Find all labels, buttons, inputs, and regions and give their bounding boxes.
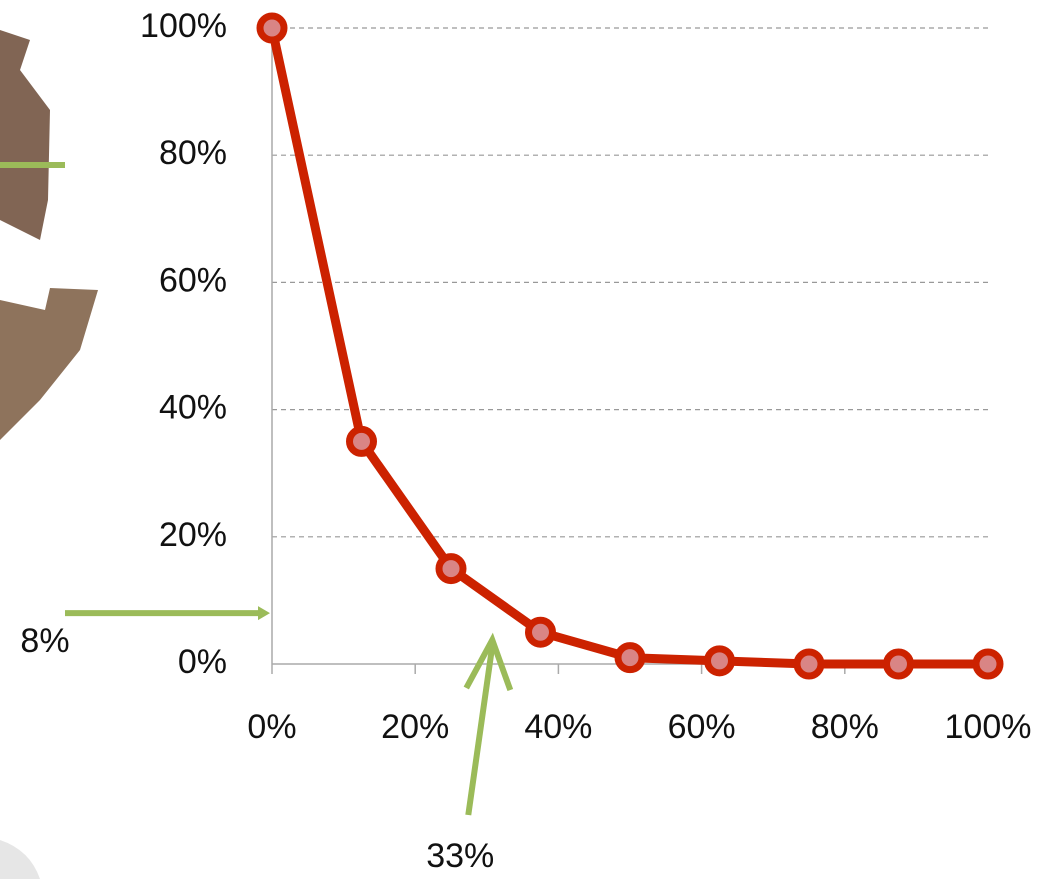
annotation-arrowhead (258, 606, 270, 621)
data-point (346, 425, 377, 457)
data-point (704, 645, 735, 677)
annotation-label: 8% (20, 622, 69, 660)
y-tick-label: 80% (159, 134, 227, 172)
x-tick-label: 20% (381, 708, 449, 746)
annotation-arrowhead (463, 632, 514, 692)
y-tick-label: 20% (159, 516, 227, 554)
annotation-arrow (465, 645, 496, 816)
data-point (614, 642, 646, 674)
data-point (435, 553, 467, 585)
y-tick-label: 60% (159, 261, 227, 299)
data-point (793, 648, 825, 680)
data-point (972, 648, 1004, 680)
data-point (525, 616, 556, 648)
data-point (256, 12, 288, 44)
y-tick-label: 0% (178, 643, 227, 681)
y-tick-label: 100% (140, 7, 227, 45)
x-tick-label: 60% (668, 708, 736, 746)
x-tick-label: 0% (247, 708, 296, 746)
data-point (883, 648, 914, 680)
annotation-label: 33% (426, 837, 494, 875)
y-tick-label: 40% (159, 389, 227, 427)
decoration (0, 30, 98, 879)
x-tick-label: 100% (945, 708, 1032, 746)
data-line (267, 27, 988, 669)
x-tick-label: 40% (524, 708, 592, 746)
x-tick-label: 80% (811, 708, 879, 746)
